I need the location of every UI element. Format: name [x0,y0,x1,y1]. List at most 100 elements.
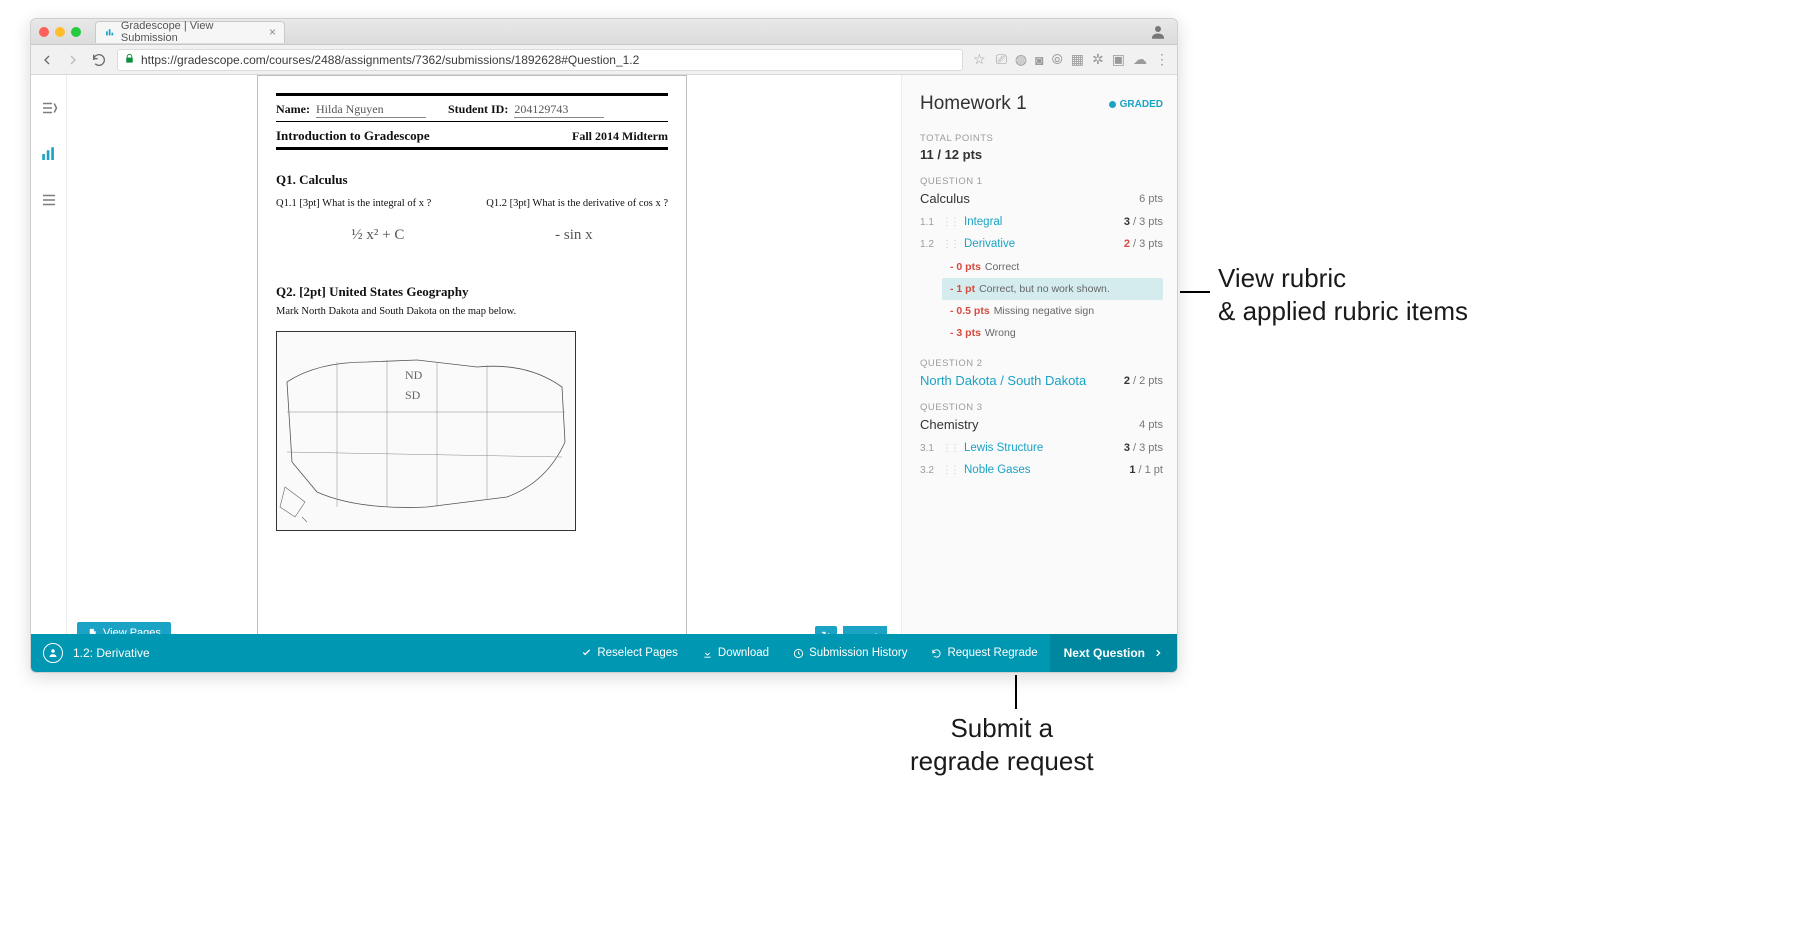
annotation-connector [1015,675,1017,709]
outline-icon[interactable] [40,191,58,209]
close-window-icon[interactable] [39,27,49,37]
submission-history-button[interactable]: Submission History [781,647,919,659]
question-block: QUESTION 2 North Dakota / South Dakota2 /… [920,358,1177,388]
subquestion-row[interactable]: 3.2⋮⋮Noble Gases1 / 1 pt [920,464,1163,476]
back-icon[interactable] [39,52,55,68]
rubric-text: Missing negative sign [994,305,1094,317]
lock-icon [124,53,135,67]
dots-icon: ⋮⋮ [942,443,958,454]
rubric-item[interactable]: - 0 pts Correct [942,256,1163,278]
subquestion-name[interactable]: Lewis Structure [964,442,1043,454]
request-regrade-button[interactable]: Request Regrade [919,647,1049,659]
q1-2-answer: - sin x [555,227,593,244]
q1-title: Q1. Calculus [276,172,668,188]
total-points-value: 11 / 12 pts [920,147,1177,162]
subquestion-score: 3 / 3 pts [1124,216,1163,228]
subquestion-number: 1.2 [920,239,942,250]
maximize-window-icon[interactable] [71,27,81,37]
subquestion-name[interactable]: Noble Gases [964,464,1030,476]
menu-icon[interactable]: ⋮ [1155,51,1169,68]
annotation-regrade: Submit a regrade request [910,712,1094,777]
stats-icon[interactable] [40,145,58,163]
rubric-text: Correct, but no work shown. [979,283,1110,295]
tab-title: Gradescope | View Submission [121,20,259,44]
app-content: Name: Hilda Nguyen Student ID: 204129743… [31,75,1177,672]
subquestion-score: 3 / 3 pts [1124,442,1163,454]
rubric-item[interactable]: - 0.5 pts Missing negative sign [942,300,1163,322]
question-label: QUESTION 2 [920,358,1163,369]
q1-1-answer: ½ x² + C [351,227,404,244]
next-question-label: Next Question [1064,646,1145,660]
doc-term: Fall 2014 Midterm [572,129,668,144]
annotation-connector [1180,291,1210,293]
subquestion-name[interactable]: Integral [964,216,1002,228]
download-label: Download [718,647,769,659]
url-text: https://gradescope.com/courses/2488/assi… [141,53,639,67]
ext-icon-3[interactable]: ✲ [1092,51,1104,68]
status-dot-icon [1109,101,1116,108]
subquestion-row[interactable]: 1.2⋮⋮Derivative2 / 3 pts [920,238,1163,250]
subquestion-row[interactable]: 3.1⋮⋮ Lewis Structure 3 / 3 pts [920,442,1163,454]
subquestion-number: 3.1 [920,443,942,454]
ext-icon[interactable]: ◍ [1015,51,1027,68]
question-label: QUESTION 1 [920,176,1163,187]
assignment-title: Homework 1 [920,93,1027,115]
us-map: ND SD [276,331,576,531]
camera-icon[interactable]: ◙ [1035,52,1043,68]
question-row: Chemistry4 pts [920,417,1163,432]
name-label: Name: [276,102,310,117]
question-name: Calculus [920,191,970,206]
browser-tab[interactable]: Gradescope | View Submission × [95,21,285,43]
total-points-label: TOTAL POINTS [920,133,1177,144]
graded-text: GRADED [1120,99,1163,110]
subquestion-name[interactable]: Derivative [964,238,1015,250]
subquestion-row[interactable]: 1.1⋮⋮Integral3 / 3 pts [920,216,1163,228]
question-row[interactable]: North Dakota / South Dakota2 / 2 pts [920,373,1163,388]
dots-icon: ⋮⋮ [942,217,958,228]
extension-icons: ⎚ ◍ ◙ ⦾ ▦ ✲ ▣ ☁ ⋮ [996,51,1169,68]
question-block: QUESTION 3Chemistry4 pts3.1⋮⋮Lewis Struc… [920,402,1177,476]
reload-icon[interactable] [91,52,107,68]
rubric-points: - 1 pt [950,283,975,295]
subquestion-score: 1 / 1 pt [1129,464,1163,476]
question-points: 6 pts [1139,193,1163,205]
question-block: QUESTION 1Calculus6 pts1.1⋮⋮Integral3 / … [920,176,1177,344]
q2-instruction: Mark North Dakota and South Dakota on th… [276,306,668,317]
tab-close-icon[interactable]: × [269,25,276,39]
sid-label: Student ID: [448,102,508,117]
rubric-points: - 0.5 pts [950,305,990,317]
question-name[interactable]: North Dakota / South Dakota [920,373,1086,388]
submission-page: Name: Hilda Nguyen Student ID: 204129743… [257,75,687,645]
ext-icon-4[interactable]: ▣ [1112,51,1125,68]
footer-bar: 1.2: Derivative Reselect Pages Download … [31,634,1177,672]
url-input[interactable]: https://gradescope.com/courses/2488/assi… [117,49,963,71]
student-id: 204129743 [514,102,604,118]
grid-icon[interactable]: ▦ [1071,51,1084,68]
rubric-item[interactable]: - 3 pts Wrong [942,322,1163,344]
doc-course: Introduction to Gradescope [276,128,430,144]
forward-icon[interactable] [65,52,81,68]
cloud-icon[interactable]: ☁ [1133,51,1147,68]
annotation-rubric: View rubric & applied rubric items [1218,262,1468,327]
star-icon[interactable]: ☆ [973,51,986,68]
ext-icon-2[interactable]: ⦾ [1052,51,1063,68]
minimize-window-icon[interactable] [55,27,65,37]
question-name: Chemistry [920,417,979,432]
rubric-item[interactable]: - 1 pt Correct, but no work shown. [942,278,1163,300]
q1-2-prompt: Q1.2 [3pt] What is the derivative of cos… [486,198,668,209]
menu-toggle-icon[interactable] [40,99,58,117]
profile-icon[interactable] [1149,23,1167,41]
reselect-pages-button[interactable]: Reselect Pages [569,647,690,659]
cast-icon[interactable]: ⎚ [996,51,1007,68]
document-viewer[interactable]: Name: Hilda Nguyen Student ID: 204129743… [67,75,901,672]
address-bar: https://gradescope.com/courses/2488/assi… [31,45,1177,75]
next-question-button[interactable]: Next Question [1050,634,1177,672]
rubric-points: - 3 pts [950,327,981,339]
reselect-label: Reselect Pages [597,647,678,659]
q2-title: Q2. [2pt] United States Geography [276,284,668,300]
download-button[interactable]: Download [690,647,781,659]
left-rail [31,75,67,672]
history-label: Submission History [809,647,907,659]
user-icon[interactable] [43,643,63,663]
rubric-points: - 0 pts [950,261,981,273]
